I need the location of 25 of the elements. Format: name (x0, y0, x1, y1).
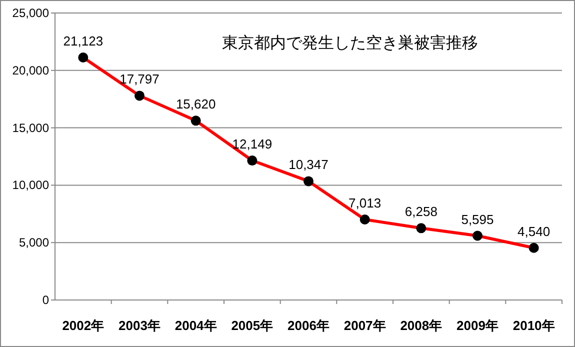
data-label: 12,149 (232, 136, 272, 152)
y-tick-label: 20,000 (12, 63, 50, 78)
x-tick-label: 2010年 (512, 318, 555, 333)
x-tick-label: 2002年 (62, 318, 104, 333)
x-tick-label: 2006年 (288, 318, 330, 333)
data-label: 6,258 (404, 204, 438, 220)
data-label: 7,013 (348, 195, 382, 210)
data-label: 4,540 (518, 224, 550, 239)
y-tick-label: 5,000 (18, 236, 50, 250)
y-tick-label: 25,000 (12, 6, 50, 20)
data-label: 21,123 (63, 34, 104, 49)
data-label: 5,595 (461, 212, 494, 227)
x-tick-label: 2007年 (344, 318, 386, 333)
x-tick-label: 2003年 (118, 318, 160, 333)
y-tick-label: 15,000 (12, 120, 50, 135)
y-tick-label: 10,000 (12, 178, 50, 192)
data-label: 15,620 (176, 96, 216, 112)
x-tick-label: 2005年 (231, 318, 274, 333)
text: 東京都内で発生した空き巣被害推移 (222, 34, 478, 52)
x-tick-label: 2004年 (174, 318, 217, 333)
x-tick-label: 2008年 (400, 318, 442, 333)
x-tick-label: 2009年 (456, 318, 498, 333)
y-tick-label: 0 (42, 293, 50, 307)
data-label: 17,797 (120, 72, 160, 87)
data-label: 10,347 (288, 157, 328, 172)
